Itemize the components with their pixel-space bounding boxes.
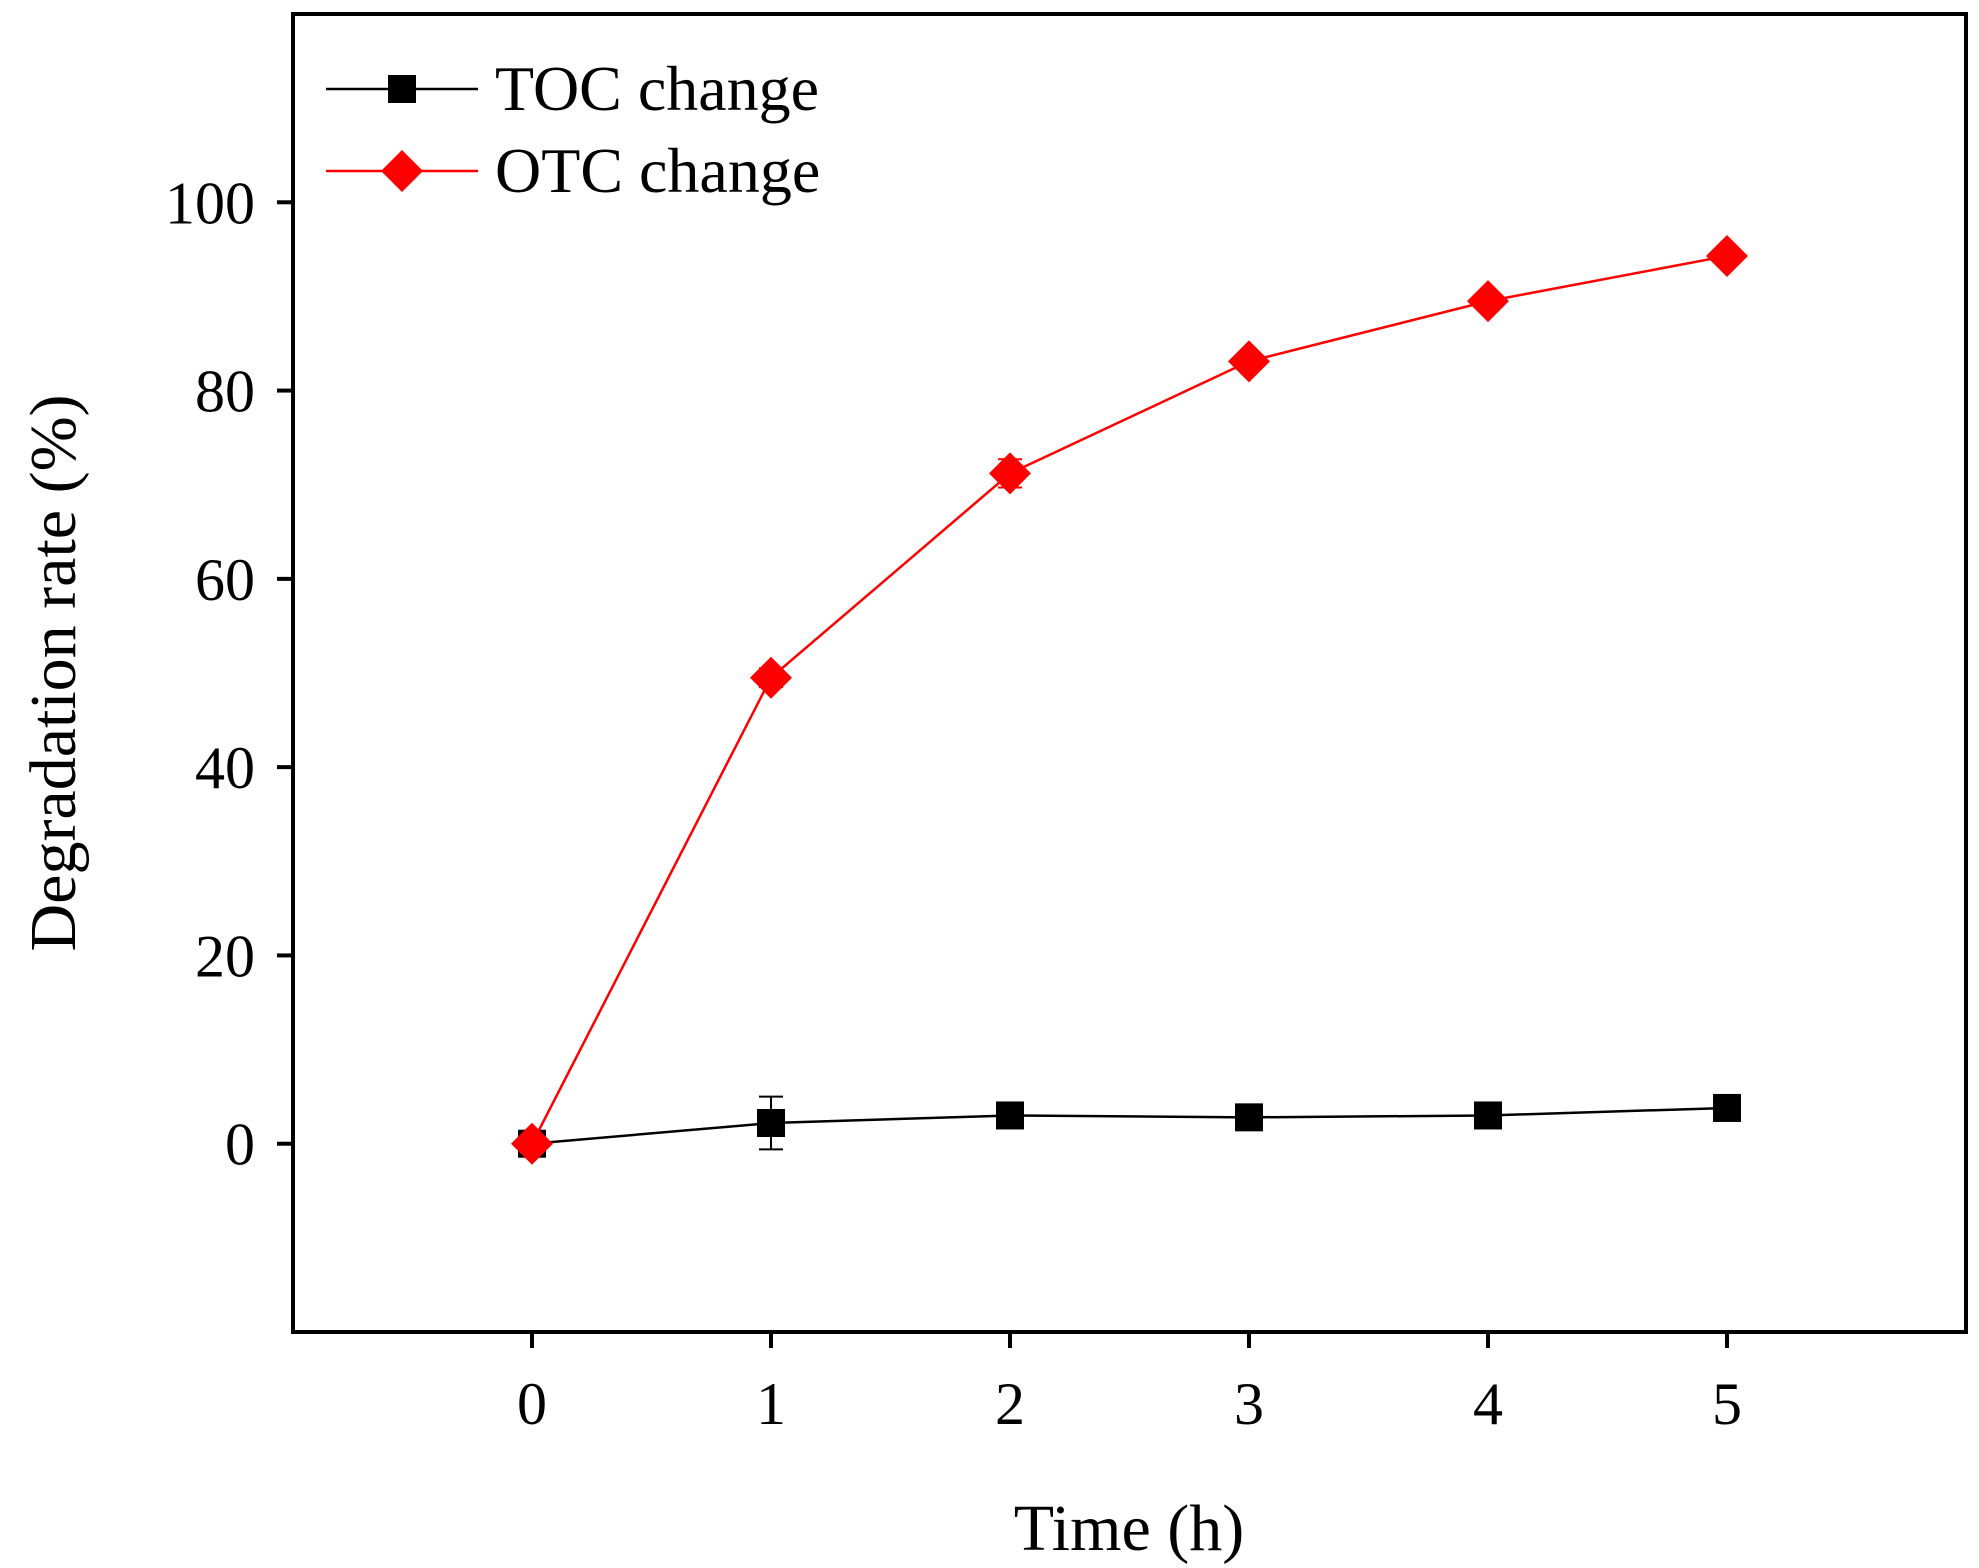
x-tick-label: 2	[995, 1371, 1025, 1437]
x-tick-label: 1	[756, 1371, 786, 1437]
y-tick-label: 60	[195, 547, 255, 613]
otc-change-point	[1228, 340, 1270, 383]
legend: TOC change OTC change	[326, 53, 820, 206]
y-tick-label: 100	[165, 170, 255, 236]
legend-marker	[388, 75, 416, 103]
y-axis-ticks: 0 20 40 60 80 100	[165, 170, 293, 1178]
x-tick-label: 4	[1473, 1371, 1503, 1437]
otc-change-point	[1467, 280, 1509, 323]
y-tick-label: 80	[195, 359, 255, 425]
otc-change-point	[750, 656, 792, 699]
legend-item-otc-change: OTC change	[326, 135, 820, 206]
plot-frame	[291, 12, 1968, 1334]
y-tick-label: 20	[195, 923, 255, 989]
legend-marker	[381, 150, 423, 192]
x-tick-label: 0	[517, 1371, 547, 1437]
legend-item-toc-change: TOC change	[326, 53, 819, 124]
toc-change-series	[518, 1093, 1741, 1158]
legend-label: OTC change	[495, 135, 820, 206]
y-axis-title: Degradation rate (%)	[17, 394, 90, 951]
series-layer	[511, 234, 1748, 1165]
x-axis-title: Time (h)	[1014, 1492, 1244, 1565]
toc-change-point	[1713, 1093, 1741, 1122]
legend-label: TOC change	[495, 53, 819, 124]
toc-change-point	[757, 1109, 785, 1138]
toc-change-line	[531, 1106, 1728, 1145]
otc-change-point	[1706, 234, 1748, 277]
otc-change-series	[511, 234, 1748, 1165]
x-tick-label: 3	[1234, 1371, 1264, 1437]
y-tick-label: 0	[225, 1112, 255, 1178]
x-tick-label: 5	[1712, 1371, 1742, 1437]
y-tick-label: 40	[195, 735, 255, 801]
toc-change-point	[996, 1101, 1024, 1130]
toc-change-point	[1235, 1103, 1263, 1132]
otc-change-line	[530, 254, 1728, 1145]
otc-change-point	[511, 1122, 553, 1165]
toc-change-point	[1474, 1101, 1502, 1130]
x-axis-ticks: 0 1 2 3 4 5	[517, 1332, 1742, 1437]
otc-change-point	[989, 452, 1031, 495]
